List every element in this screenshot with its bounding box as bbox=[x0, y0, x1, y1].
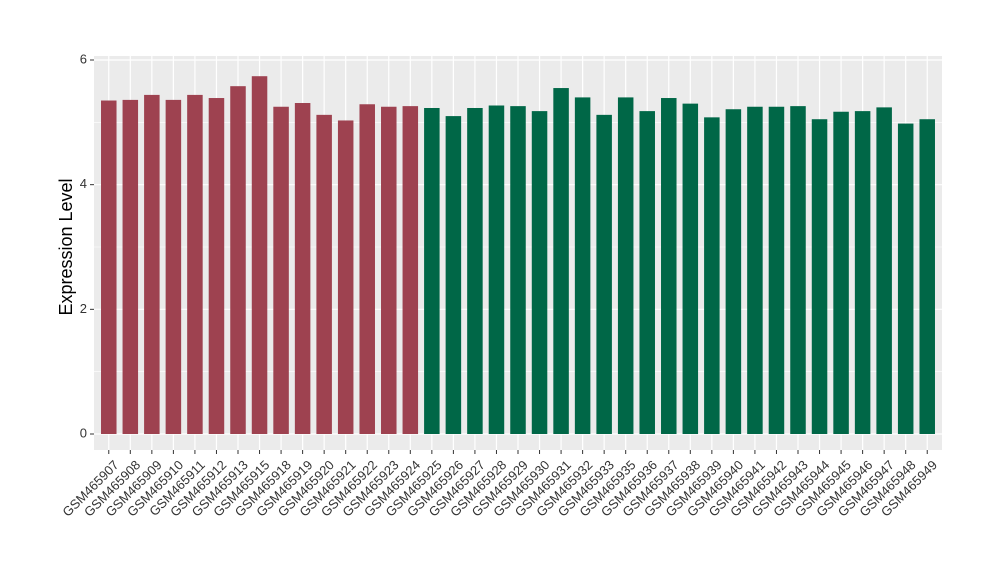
bar bbox=[553, 88, 569, 435]
bar bbox=[316, 114, 332, 434]
bar bbox=[811, 119, 828, 434]
bar bbox=[359, 104, 375, 435]
bar bbox=[467, 107, 483, 434]
bar bbox=[165, 99, 182, 434]
bar bbox=[273, 106, 289, 434]
bar bbox=[661, 98, 677, 435]
bar bbox=[144, 94, 160, 434]
bar bbox=[574, 97, 591, 435]
bar bbox=[294, 103, 311, 434]
bar bbox=[381, 106, 397, 434]
y-tick-label: 2 bbox=[80, 301, 87, 316]
y-tick-label: 0 bbox=[80, 425, 87, 440]
bar bbox=[854, 111, 871, 434]
bar bbox=[208, 98, 225, 435]
bar bbox=[445, 116, 462, 434]
bar bbox=[531, 111, 548, 434]
bar bbox=[596, 114, 612, 434]
bar bbox=[101, 100, 117, 435]
bar bbox=[424, 107, 440, 434]
bar bbox=[790, 106, 806, 435]
bar bbox=[725, 109, 742, 434]
bar bbox=[402, 106, 419, 435]
bar bbox=[187, 94, 203, 434]
y-tick-label: 4 bbox=[80, 176, 87, 191]
bar bbox=[510, 106, 526, 435]
x-axis: GSM465907GSM465908GSM465909GSM465910GSM4… bbox=[59, 450, 940, 520]
bar bbox=[704, 117, 720, 434]
bar bbox=[833, 111, 849, 434]
bar bbox=[488, 105, 505, 435]
y-axis: 0 2 4 6 bbox=[80, 51, 94, 440]
bar bbox=[122, 99, 139, 434]
bar bbox=[897, 123, 914, 434]
bar bbox=[747, 106, 763, 434]
bar bbox=[768, 106, 785, 434]
bar bbox=[682, 103, 699, 434]
bar bbox=[251, 76, 268, 434]
bar bbox=[617, 97, 634, 435]
bars bbox=[101, 76, 935, 435]
bar bbox=[919, 119, 935, 434]
y-axis-title: Expression Level bbox=[56, 178, 76, 315]
bar bbox=[639, 111, 655, 434]
bar bbox=[337, 120, 354, 435]
y-tick-label: 6 bbox=[80, 51, 87, 66]
bar bbox=[230, 86, 246, 435]
bar bbox=[876, 107, 892, 434]
